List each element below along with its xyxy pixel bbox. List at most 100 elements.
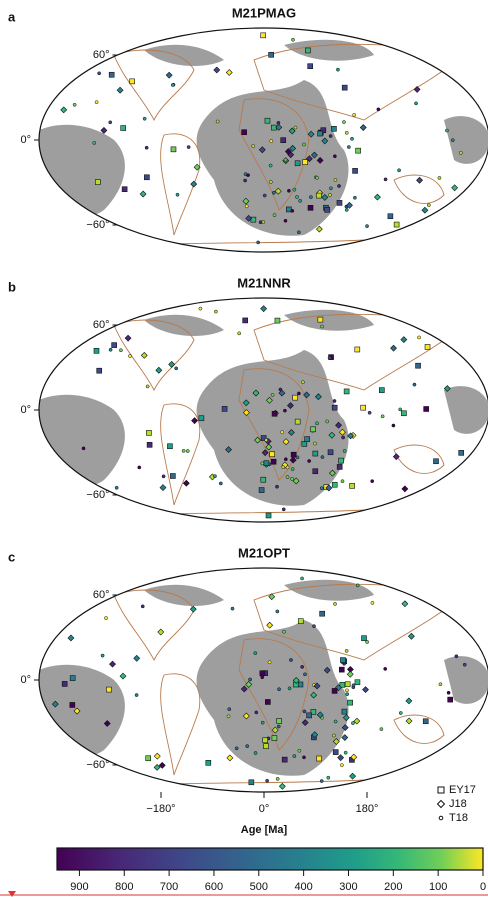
colorbar-tick-label: 600 <box>205 881 223 893</box>
site-marker <box>146 430 152 436</box>
site-marker <box>165 71 173 79</box>
site-marker <box>157 628 165 636</box>
site-marker <box>351 721 355 725</box>
site-marker <box>292 394 298 401</box>
coastline <box>63 239 465 251</box>
site-marker <box>398 407 403 412</box>
site-marker <box>344 649 349 653</box>
site-marker <box>405 717 413 725</box>
site-marker <box>119 672 127 680</box>
site-marker <box>362 686 369 694</box>
site-marker <box>392 453 400 461</box>
site-marker <box>458 450 465 456</box>
site-marker <box>254 436 262 444</box>
site-marker <box>225 446 232 454</box>
colorbar-tick-label: 200 <box>384 881 402 893</box>
site-marker <box>124 334 132 342</box>
site-marker <box>250 216 257 223</box>
site-marker <box>413 85 421 93</box>
site-marker <box>338 666 345 673</box>
panel-label: a <box>8 9 16 24</box>
colorbar-tick-label: 900 <box>70 881 88 893</box>
site-marker <box>332 733 336 738</box>
site-marker <box>305 155 313 163</box>
site-marker <box>347 699 353 706</box>
site-marker <box>340 763 344 768</box>
site-marker <box>258 220 263 225</box>
site-marker <box>307 63 313 69</box>
site-marker <box>349 483 355 489</box>
site-marker <box>242 712 250 720</box>
lat-tick-label: −60° <box>86 219 109 231</box>
site-marker <box>303 391 311 399</box>
site-marker <box>198 306 203 311</box>
site-marker <box>284 148 292 155</box>
site-marker <box>354 346 361 353</box>
site-marker <box>114 485 119 490</box>
site-marker <box>266 396 273 404</box>
lowvelocity-region <box>39 394 125 487</box>
site-marker <box>268 593 276 601</box>
site-marker <box>241 129 247 136</box>
site-marker <box>287 188 291 193</box>
lat-tick-label: −60° <box>86 489 109 501</box>
map <box>39 32 488 251</box>
site-marker <box>271 190 276 195</box>
site-marker <box>337 184 341 188</box>
site-marker <box>129 78 135 85</box>
site-marker <box>350 136 354 141</box>
site-marker <box>400 336 408 344</box>
coastline <box>253 583 466 661</box>
site-marker <box>262 193 267 198</box>
site-marker <box>289 456 297 464</box>
site-marker <box>315 225 323 233</box>
lowvelocity-region <box>144 584 224 606</box>
site-marker <box>305 47 311 54</box>
site-marker <box>437 176 442 180</box>
legend-symbol <box>436 799 446 809</box>
site-marker <box>350 753 358 761</box>
site-marker <box>346 145 351 149</box>
site-marker <box>218 481 223 486</box>
site-marker <box>379 387 385 393</box>
site-marker <box>278 387 283 392</box>
site-marker <box>343 388 350 395</box>
site-marker <box>300 665 305 669</box>
site-marker <box>104 616 108 620</box>
site-marker <box>352 113 357 117</box>
site-marker <box>92 141 97 145</box>
site-marker <box>331 125 337 132</box>
site-marker <box>108 120 113 125</box>
site-marker <box>361 635 367 642</box>
coastline <box>160 403 201 506</box>
lowvelocity-region <box>144 44 224 66</box>
site-marker <box>288 127 296 135</box>
site-marker <box>328 431 336 439</box>
lat-tick-label: 0° <box>20 134 31 146</box>
site-marker <box>333 719 338 724</box>
site-marker <box>422 718 429 725</box>
site-marker <box>243 409 250 417</box>
site-marker <box>271 735 278 741</box>
site-marker <box>161 474 166 479</box>
site-marker <box>331 481 338 488</box>
site-marker <box>319 486 324 491</box>
site-marker <box>292 677 300 684</box>
site-marker <box>221 406 228 412</box>
site-marker <box>213 309 218 314</box>
site-marker <box>341 708 348 715</box>
coastline <box>238 98 310 211</box>
panel-title: M21OPT <box>238 545 290 560</box>
site-marker <box>332 738 340 745</box>
site-marker <box>341 734 349 741</box>
site-marker <box>443 385 451 392</box>
site-marker <box>421 206 429 214</box>
site-marker <box>301 380 305 385</box>
site-marker <box>269 451 275 458</box>
lat-tick-label: 0° <box>20 404 31 416</box>
site-marker <box>213 474 217 479</box>
site-marker <box>285 475 290 479</box>
site-marker <box>119 348 123 353</box>
site-marker <box>144 145 149 150</box>
site-marker <box>319 610 325 617</box>
